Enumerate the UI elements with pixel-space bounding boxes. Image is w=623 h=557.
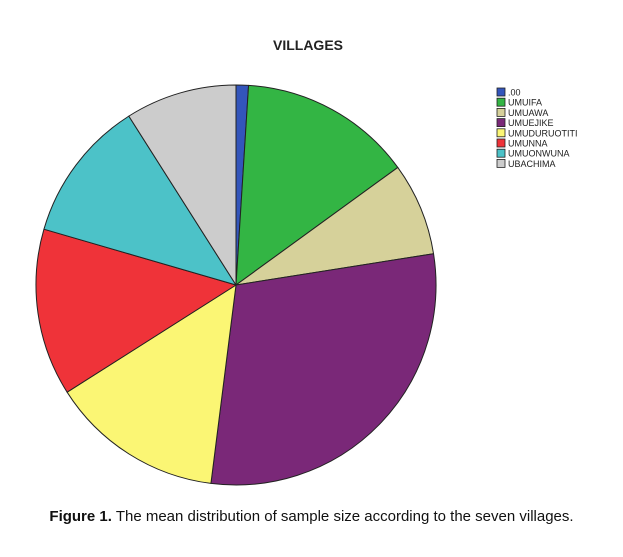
legend-swatch (496, 138, 506, 148)
legend: .00UMUIFAUMUAWAUMUEJIKEUMUDURUOTITIUMUNN… (496, 87, 578, 169)
legend-swatch (496, 87, 506, 97)
legend-label: UMUNNA (508, 139, 548, 149)
legend-label: UBACHIMA (508, 159, 556, 169)
chart-title: VILLAGES (273, 37, 343, 53)
pie-slice-ubachima (128, 84, 237, 286)
pie-slice-umuejike (210, 253, 437, 486)
legend-swatch (496, 108, 506, 117)
legend-swatch (496, 148, 506, 158)
pie-slice-umuifa (235, 84, 399, 286)
pie-chart: VILLAGES .00UMUIFAUMUAWAUMUEJIKEUMUDURUO… (35, 37, 578, 486)
caption-label: Figure 1. (49, 508, 112, 525)
legend-swatch (496, 158, 506, 168)
legend-label: UMUEJIKE (508, 118, 554, 128)
pie-slices (35, 84, 437, 486)
legend-label: .00 (508, 88, 521, 98)
legend-swatch (496, 118, 506, 127)
pie-slice-umuduruotiti (66, 284, 237, 484)
pie-slice-umunna (35, 228, 237, 393)
caption-text: The mean distribution of sample size acc… (115, 508, 574, 525)
legend-label: UMUDURUOTITI (508, 128, 578, 138)
legend-label: UMUIFA (508, 98, 542, 108)
figure-caption: Figure 1. The mean distribution of sampl… (0, 508, 623, 525)
legend-label: UMUAWA (508, 108, 548, 118)
legend-swatch (496, 97, 506, 107)
pie-slice-umuonwuna (43, 115, 237, 286)
legend-swatch (496, 128, 506, 138)
legend-label: UMUONWUNA (508, 149, 570, 159)
